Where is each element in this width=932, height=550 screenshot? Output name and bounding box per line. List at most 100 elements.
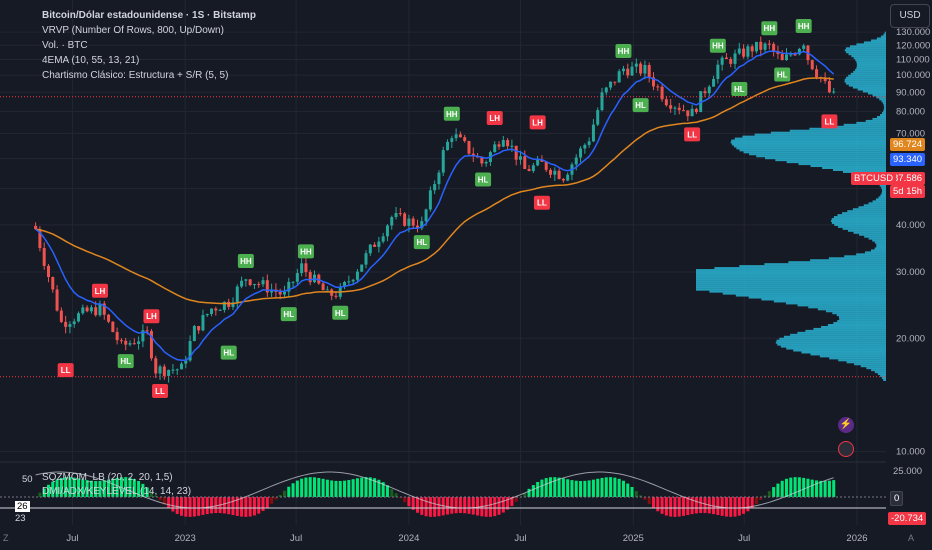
volume-profile-bar	[773, 300, 886, 303]
volume-profile-bar	[856, 66, 886, 69]
y-tick-label: 90.000	[896, 87, 925, 98]
candle-body	[441, 150, 445, 173]
structure-label: HL	[335, 309, 346, 318]
candle-body	[480, 157, 484, 164]
symbol-title[interactable]: Bitcoin/Dólar estadounidense · 1S · Bits…	[42, 10, 256, 21]
osc-left-axis-26: 26	[15, 501, 30, 512]
legend-indicator-volume[interactable]: Vol. · BTC	[42, 40, 88, 51]
flag-icon[interactable]	[838, 441, 854, 457]
lightning-icon[interactable]: ⚡	[838, 417, 854, 433]
volume-profile-bar	[867, 92, 886, 95]
candle-body	[797, 48, 801, 55]
candle-body	[557, 170, 561, 179]
structure-label: HL	[416, 238, 427, 247]
candle-body	[128, 343, 132, 345]
x-tick-label: Jul	[738, 533, 750, 544]
volume-profile-bar	[849, 45, 886, 48]
candle-body	[712, 78, 716, 87]
structure-label-box	[332, 305, 349, 320]
candle-body	[484, 162, 488, 164]
candle-body	[686, 110, 690, 117]
candle-body	[98, 303, 102, 316]
structure-label: HH	[618, 47, 630, 56]
legend-indicator-chartismo[interactable]: Chartismo Clásico: Estructura + S/R (5, …	[42, 70, 229, 81]
structure-label-box	[152, 383, 169, 398]
volume-profile-bar	[789, 129, 886, 132]
candle-body	[252, 284, 256, 286]
ema-slow-price-tag: 96.724	[890, 138, 926, 151]
volume-profile-bar	[832, 312, 886, 315]
candle-body	[647, 65, 651, 78]
volume-profile-bar	[848, 84, 886, 87]
volume-profile-bar	[822, 167, 886, 170]
candle-body	[664, 99, 668, 106]
structure-label-box	[117, 354, 134, 369]
candle-body	[566, 174, 570, 181]
x-tick-label: 2023	[175, 533, 196, 544]
structure-label: HH	[300, 247, 312, 256]
volume-profile-bar	[846, 361, 886, 364]
volume-profile-bar	[793, 349, 886, 352]
legend-indicator-vrvp[interactable]: VRVP (Number Of Rows, 800, Up/Down)	[42, 25, 224, 36]
candle-body	[720, 57, 724, 65]
volume-profile-bar	[722, 292, 886, 295]
volume-profile-bar	[756, 155, 886, 158]
candle-body	[300, 263, 304, 274]
zoom-corner-button[interactable]: Z	[3, 533, 9, 543]
candle-body	[660, 86, 664, 100]
volume-profile-bar	[836, 314, 886, 317]
candle-body	[767, 43, 771, 45]
candle-body	[463, 137, 467, 142]
candle-body	[385, 225, 389, 237]
structure-label-box	[486, 111, 503, 126]
volume-profile-bar	[790, 333, 886, 336]
volume-profile-bar	[828, 257, 886, 260]
x-tick-label: Jul	[66, 533, 78, 544]
candle-body	[772, 43, 776, 52]
volume-profile-bar	[837, 320, 886, 323]
legend-indicator-sqzmom[interactable]: SQZMOM_LB (20, 2, 20, 1,5)	[42, 472, 173, 483]
volume-profile-bar	[857, 88, 886, 91]
volume-profile-bar	[739, 149, 886, 152]
structure-label: LL	[825, 117, 835, 126]
candle-body	[746, 46, 750, 57]
structure-label-box	[443, 106, 460, 121]
candle-body	[544, 161, 548, 170]
legend-indicator-dmi[interactable]: DMI/ADX/KEYLEVEL (14, 14, 23)	[42, 486, 192, 497]
volume-profile-bar	[743, 151, 886, 154]
candle-body	[561, 178, 565, 181]
candle-body	[600, 92, 604, 111]
volume-profile-bar	[881, 192, 886, 195]
structure-label: HL	[120, 357, 131, 366]
volume-profile-bar	[844, 49, 886, 52]
candle-body	[639, 63, 643, 74]
y-tick-label: 20.000	[896, 333, 925, 344]
candle-body	[68, 324, 72, 327]
volume-profile-bar	[852, 208, 886, 211]
ema-fast-price-tag: 93.340	[890, 153, 926, 166]
volume-profile-bar	[880, 375, 886, 378]
candle-body	[574, 157, 578, 165]
structure-label: HH	[764, 24, 776, 33]
candle-body	[119, 340, 123, 342]
volume-profile-bar	[845, 47, 886, 50]
volume-profile-bar	[881, 376, 886, 379]
candle-body	[690, 108, 694, 117]
volume-profile-bar	[785, 302, 886, 305]
structure-label-box	[413, 235, 430, 250]
candle-body	[248, 279, 252, 286]
volume-profile-bar	[813, 327, 886, 330]
volume-profile-bar	[827, 125, 886, 128]
x-tick-label: 2025	[623, 533, 644, 544]
candle-body	[111, 321, 115, 333]
legend-indicator-ema[interactable]: 4EMA (10, 55, 13, 21)	[42, 55, 140, 66]
volume-profile-bar	[842, 170, 886, 173]
auto-scale-button[interactable]: A	[908, 533, 915, 543]
volume-profile-bar	[876, 245, 886, 248]
candle-body	[802, 45, 806, 49]
candle-body	[141, 330, 145, 342]
structure-label-box	[280, 307, 297, 322]
currency-button[interactable]: USD	[890, 4, 930, 28]
volume-profile-bar	[831, 221, 886, 224]
